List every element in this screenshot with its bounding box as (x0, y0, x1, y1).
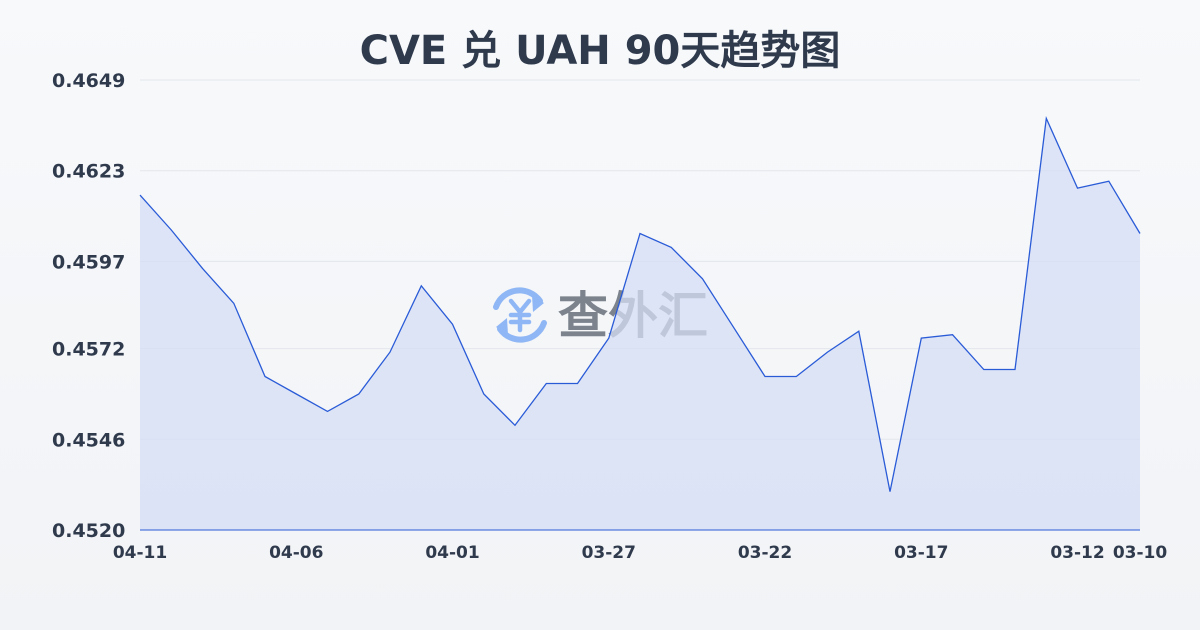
y-tick-label: 0.4623 (52, 161, 125, 183)
x-tick-label: 03-12 (1050, 543, 1104, 563)
x-tick-label: 04-01 (425, 543, 479, 563)
x-tick-label: 04-11 (113, 543, 167, 563)
x-tick-label: 03-27 (582, 543, 636, 563)
x-tick-label: 04-06 (269, 543, 323, 563)
x-tick-label: 03-10 (1113, 543, 1168, 563)
series-line (139, 116, 1141, 492)
x-tick-label: 03-22 (738, 543, 792, 563)
yen-exchange-icon (493, 287, 547, 343)
x-tick-label: 03-17 (894, 543, 948, 563)
area-fill (140, 118, 1140, 531)
y-tick-label: 0.4597 (52, 251, 125, 273)
chart-title: CVE 兑 UAH 90天趋势图 (359, 28, 841, 74)
y-tick-label: 0.4572 (52, 339, 125, 361)
y-tick-label: 0.4649 (52, 70, 125, 92)
y-tick-label: 0.4546 (52, 429, 125, 451)
y-tick-label: 0.4520 (52, 520, 125, 542)
